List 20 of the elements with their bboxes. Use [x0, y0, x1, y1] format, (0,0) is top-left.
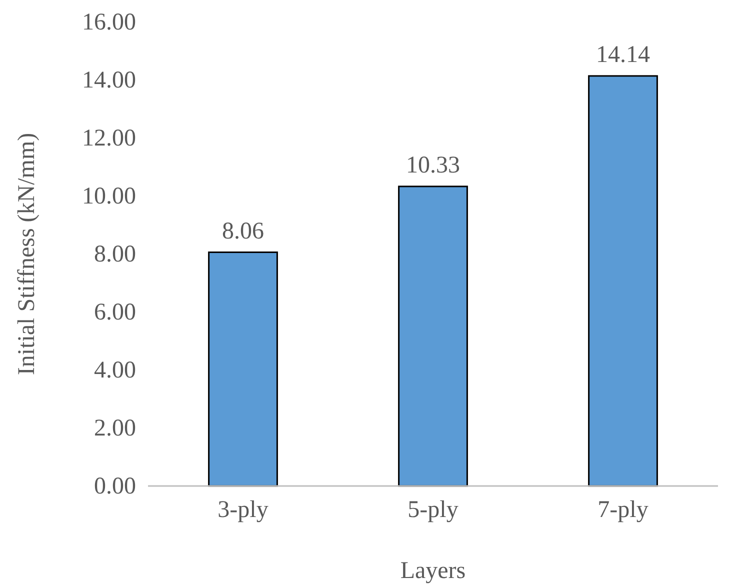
bar — [398, 186, 468, 487]
y-tick-label: 0.00 — [94, 474, 136, 500]
x-tick-label: 3-ply — [218, 497, 268, 524]
y-tick-label: 14.00 — [82, 68, 136, 94]
data-label: 14.14 — [596, 42, 650, 68]
bar — [208, 252, 278, 487]
bar — [588, 75, 658, 487]
data-label: 8.06 — [222, 218, 264, 244]
y-tick-label: 16.00 — [82, 10, 136, 36]
y-tick-label: 2.00 — [94, 416, 136, 442]
y-tick-label: 8.00 — [94, 242, 136, 268]
y-tick-label: 6.00 — [94, 300, 136, 326]
x-axis-title: Layers — [400, 558, 466, 584]
y-tick-label: 12.00 — [82, 126, 136, 152]
y-tick-label: 10.00 — [82, 184, 136, 210]
y-axis-title: Initial Stiffness (kN/mm) — [14, 132, 40, 376]
y-tick-label: 4.00 — [94, 358, 136, 384]
x-tick-label: 7-ply — [598, 497, 648, 524]
data-label: 10.33 — [406, 152, 460, 178]
x-tick-label: 5-ply — [408, 497, 458, 524]
